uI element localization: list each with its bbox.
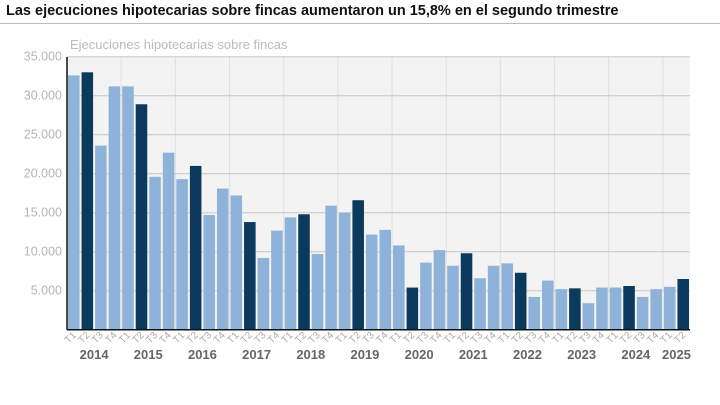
bar: [582, 303, 595, 330]
bar: [406, 287, 419, 330]
x-tick-label: T2: [672, 330, 688, 346]
bar: [325, 205, 337, 330]
year-label: 2014: [80, 347, 110, 362]
year-label: 2018: [296, 347, 325, 362]
bar: [149, 176, 161, 330]
bar: [95, 145, 107, 330]
bar: [636, 296, 649, 330]
bar: [569, 288, 581, 330]
bar: [257, 257, 270, 330]
bar: [623, 286, 635, 330]
y-tick-label: 25.000: [24, 128, 62, 142]
bar: [338, 212, 351, 330]
bar: [596, 287, 608, 330]
bar: [460, 253, 473, 330]
y-tick-label: 5.000: [31, 284, 62, 298]
bar: [650, 289, 662, 330]
bar: [528, 296, 541, 330]
bar: [609, 287, 622, 330]
year-label: 2023: [567, 347, 596, 362]
y-tick-label: 15.000: [24, 206, 62, 220]
page-title: Las ejecuciones hipotecarias sobre finca…: [6, 3, 619, 19]
bar: [555, 289, 568, 330]
bar: [393, 245, 405, 330]
y-tick-label: 10.000: [24, 245, 62, 259]
year-label: 2015: [134, 347, 163, 362]
year-label: 2025: [662, 347, 691, 362]
year-label: 2017: [242, 347, 271, 362]
bar: [176, 179, 188, 330]
bar: [298, 214, 310, 330]
bar: [501, 263, 513, 330]
year-label: 2022: [513, 347, 542, 362]
bar: [68, 75, 80, 330]
bar: [284, 217, 297, 330]
bar: [514, 272, 527, 330]
bar: [447, 265, 459, 330]
bar: [189, 165, 202, 330]
year-label: 2021: [459, 347, 488, 362]
chart-title: Ejecuciones hipotecarias sobre fincas: [70, 37, 288, 52]
bar: [474, 278, 486, 330]
bar: [216, 188, 229, 330]
bar: [203, 215, 215, 330]
bar: [663, 286, 676, 330]
bar: [135, 104, 148, 330]
bar: [487, 265, 500, 330]
year-label: 2020: [405, 347, 434, 362]
bar: [162, 152, 175, 330]
bar: [244, 222, 256, 330]
y-tick-label: 30.000: [24, 89, 62, 103]
bar: [108, 86, 121, 330]
bar: [230, 195, 243, 330]
bar: [81, 72, 94, 330]
year-label: 2016: [188, 347, 217, 362]
title-divider: [0, 23, 720, 24]
bar: [433, 250, 446, 330]
bar: [677, 279, 689, 330]
bar: [420, 262, 432, 330]
bar: [542, 280, 554, 330]
year-label: 2019: [350, 347, 379, 362]
year-label: 2024: [621, 347, 651, 362]
bar: [379, 229, 392, 330]
y-tick-label: 35.000: [24, 50, 62, 64]
y-tick-label: 20.000: [24, 167, 62, 181]
bar: [271, 230, 283, 330]
bar: [352, 200, 364, 330]
bar: [122, 86, 134, 330]
bar: [365, 234, 378, 330]
bar: [311, 254, 324, 330]
